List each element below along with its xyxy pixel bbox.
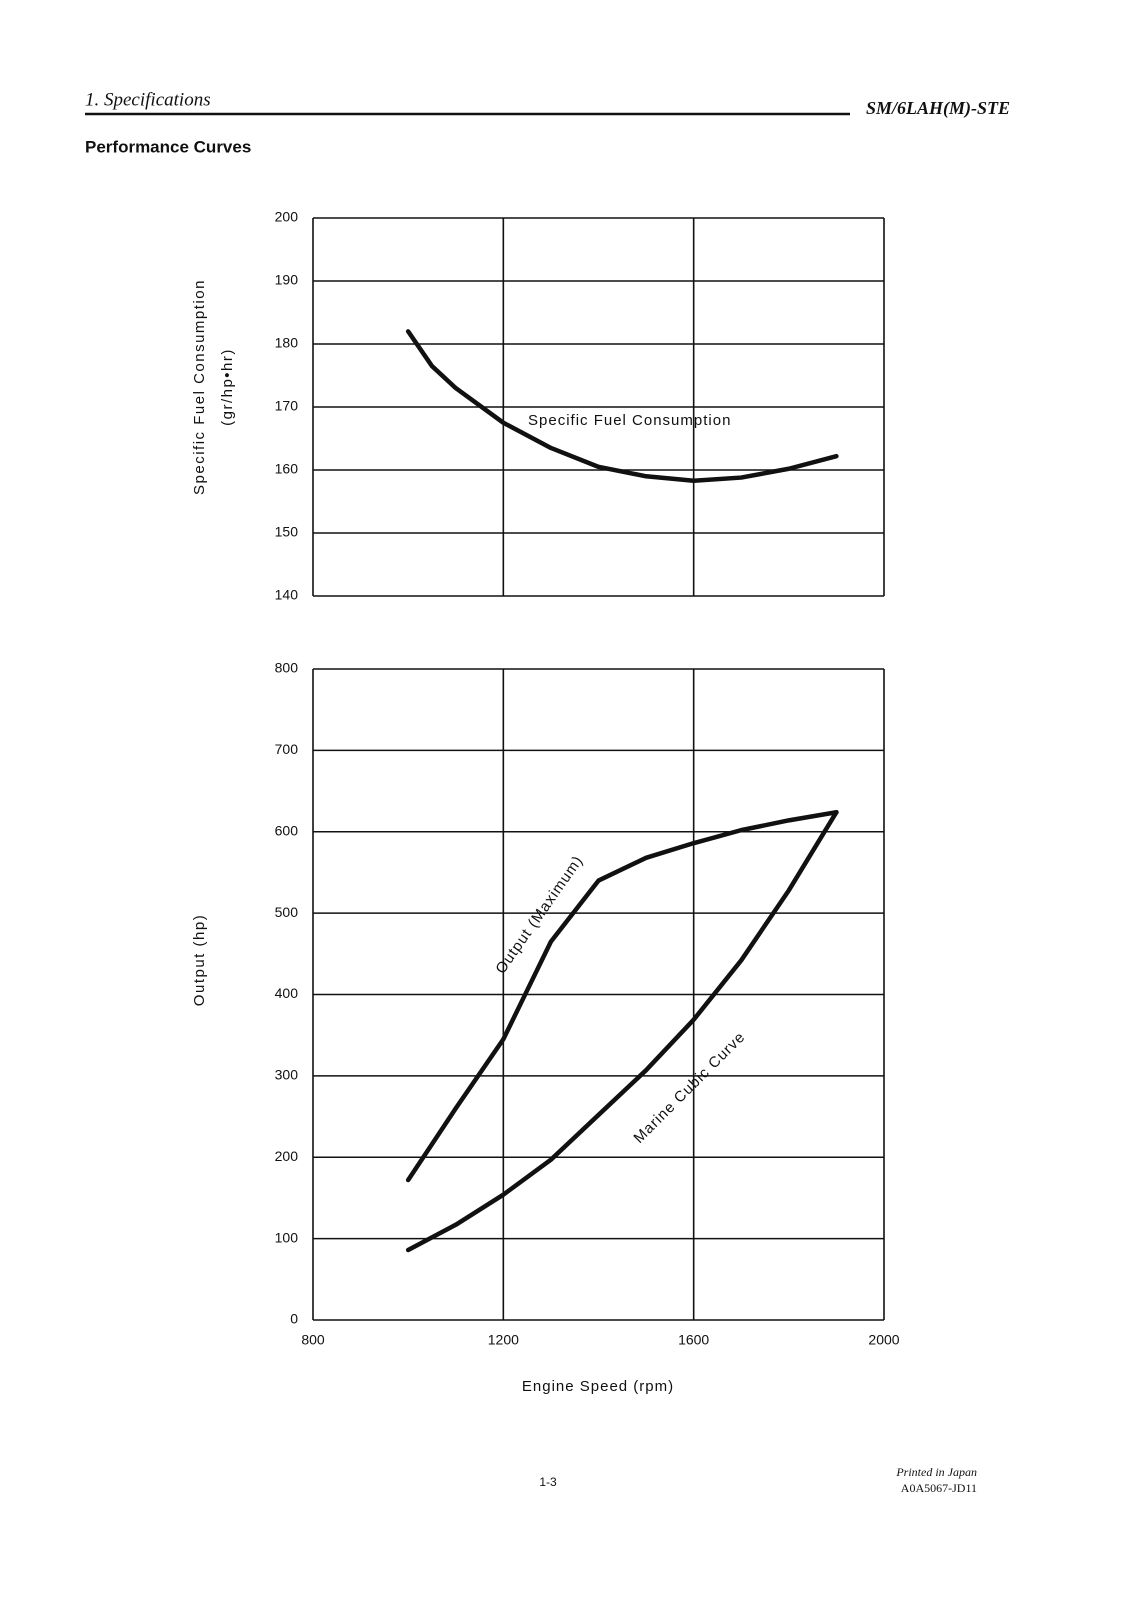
- curve: [405, 809, 839, 1253]
- x-tick-label: 800: [301, 1332, 325, 1348]
- x-tick-label: 1600: [678, 1332, 709, 1348]
- curve: [405, 329, 839, 483]
- model-name: SM/6LAH(M)-STE: [866, 98, 1010, 119]
- y-axis-label: Output (hp): [191, 914, 208, 1006]
- y-tick-label: 0: [290, 1311, 298, 1327]
- curve: [405, 809, 839, 1183]
- y-tick-label: 500: [275, 904, 299, 920]
- y-tick-label: 600: [275, 822, 299, 838]
- subtitle: Performance Curves: [85, 137, 251, 156]
- y-tick-label: 400: [275, 985, 299, 1001]
- page-number: 1-3: [539, 1475, 557, 1489]
- y-tick-label: 800: [275, 660, 299, 676]
- y-tick-label: 150: [275, 524, 299, 540]
- y-tick-label: 700: [275, 741, 299, 757]
- y-tick-label: 300: [275, 1067, 299, 1083]
- y-tick-label: 140: [275, 587, 299, 603]
- y-tick-label: 180: [275, 335, 299, 351]
- x-tick-label: 1200: [488, 1332, 519, 1348]
- y-tick-label: 100: [275, 1229, 299, 1245]
- y-tick-label: 160: [275, 461, 299, 477]
- curve-label: Marine Cubic Curve: [630, 1028, 748, 1146]
- y-tick-label: 200: [275, 209, 299, 225]
- y-tick-label: 190: [275, 272, 299, 288]
- section-title: 1. Specifications: [85, 89, 211, 110]
- y-tick-label: 170: [275, 398, 299, 414]
- x-tick-label: 2000: [868, 1332, 899, 1348]
- x-axis-label: Engine Speed (rpm): [522, 1378, 674, 1395]
- y-axis-label: Specific Fuel Consumption: [191, 279, 208, 495]
- document-code: A0A5067-JD11: [901, 1481, 977, 1495]
- y-tick-label: 200: [275, 1148, 299, 1164]
- curve-label: Specific Fuel Consumption: [528, 412, 731, 429]
- y-axis-label: (gr/hp•hr): [219, 348, 236, 426]
- printed-note: Printed in Japan: [895, 1465, 977, 1479]
